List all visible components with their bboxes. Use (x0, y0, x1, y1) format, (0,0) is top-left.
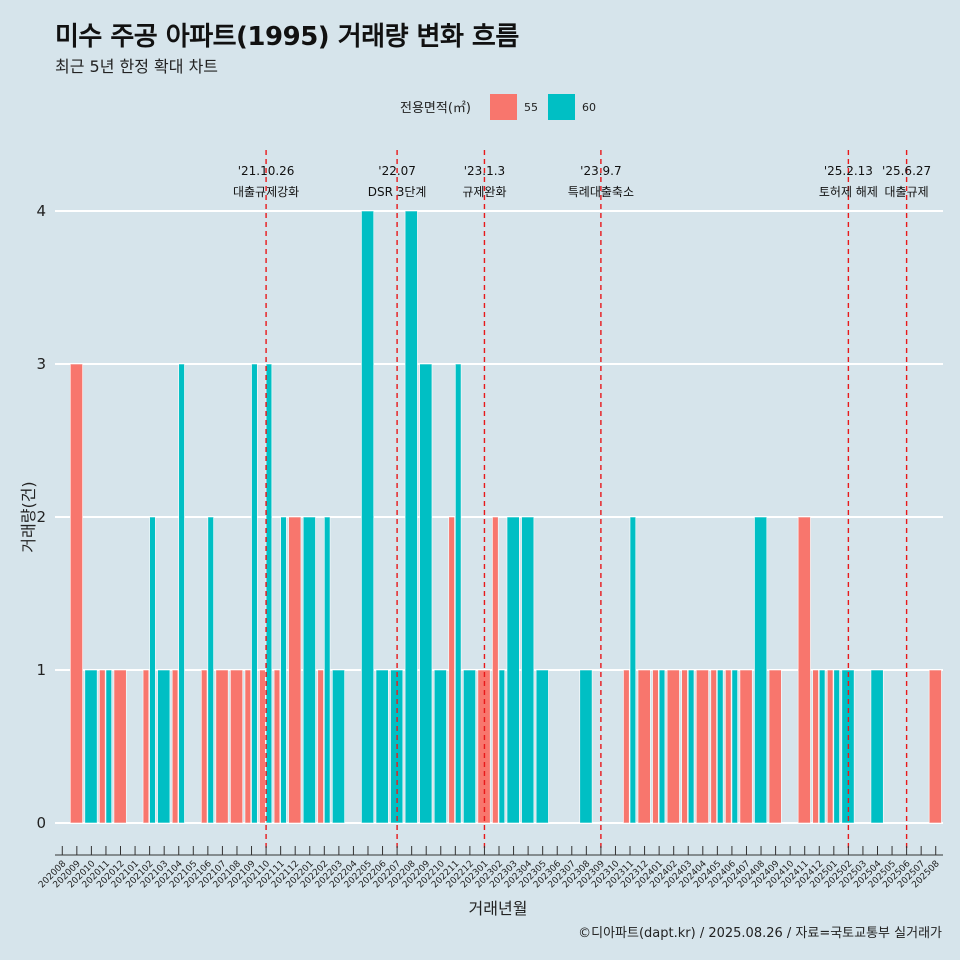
bar-60-202304 (521, 516, 535, 824)
chart-title: 미수 주공 아파트(1995) 거래량 변화 흐름 (55, 22, 519, 52)
bar-55-202009 (69, 363, 83, 824)
bar-55-202405 (710, 669, 717, 824)
event-label: 대출규제강화 (233, 185, 299, 199)
bar-60-202412 (818, 669, 826, 824)
legend-label-55: 55 (524, 101, 538, 114)
bar-60-202203 (332, 669, 345, 824)
bar-60-202111 (280, 516, 287, 824)
bar-60-202209 (419, 363, 433, 824)
legend-title: 전용면적(㎡) (400, 101, 471, 116)
bar-55-202407 (739, 669, 753, 824)
bar-60-202504 (870, 669, 884, 824)
bar-55-202409 (768, 669, 782, 824)
bar-55-202311 (623, 669, 630, 824)
x-axis-title: 거래년월 (469, 899, 528, 918)
y-tick-label: 0 (36, 814, 46, 832)
event-date: '23.1.3 (464, 164, 505, 178)
event-label: DSR 3단계 (368, 185, 427, 199)
bar-60-202202 (324, 516, 331, 824)
bar-55-202106 (201, 669, 208, 824)
bar-55-202108 (230, 669, 244, 824)
bar-55-202403 (681, 669, 688, 824)
legend-swatch-60 (548, 94, 575, 120)
event-date: '22.07 (378, 164, 416, 178)
bar-60-202501 (833, 669, 840, 824)
bar-55-202012 (113, 669, 127, 824)
event-annotations: '21.10.26 대출규제강화 '22.07 DSR 3단계 '23.1.3 규제완화 '… (233, 164, 931, 199)
y-tick-label: 1 (36, 661, 46, 679)
bar-55-202302 (492, 516, 499, 824)
bar-55-202104 (171, 669, 179, 824)
bar-60-202403 (687, 669, 695, 824)
bar-60-202104 (178, 363, 185, 824)
event-label: 토허제 해제 (819, 185, 878, 199)
y-tick-label: 3 (36, 355, 46, 373)
bar-60-202401 (658, 669, 666, 824)
y-axis: 0 1 2 3 4 (36, 202, 46, 832)
bar-60-202405 (717, 669, 724, 824)
y-axis-title: 거래량(건) (19, 481, 38, 552)
event-label: 특례대출축소 (568, 185, 634, 199)
bar-60-202102 (149, 516, 156, 824)
bar-55-202508 (928, 669, 942, 824)
y-tick-label: 2 (36, 508, 46, 526)
event-label: 대출규제 (885, 185, 929, 199)
bar-55-202011 (99, 669, 106, 824)
bar-60-202305 (535, 669, 549, 824)
event-date: '25.2.13 (824, 164, 873, 178)
bar-55-202406 (725, 669, 732, 824)
bar-55-202109 (244, 669, 252, 824)
bar-60-202011 (105, 669, 113, 824)
bar-55-202112 (288, 516, 302, 824)
legend: 전용면적(㎡) 55 60 (400, 94, 596, 120)
event-date: '25.6.27 (882, 164, 931, 178)
bar-60-202311 (629, 516, 637, 824)
bar-55-202501 (826, 669, 834, 824)
bar-60-202211 (455, 363, 462, 824)
bar-60-202208 (404, 210, 418, 824)
source-caption: ©디아파트(dapt.kr) / 2025.08.26 / 자료=국토교통부 실… (578, 926, 942, 941)
bar-55-202401 (652, 669, 659, 824)
legend-swatch-55 (490, 94, 517, 120)
bar-60-202103 (157, 669, 171, 824)
bar-60-202302 (498, 669, 506, 824)
chart-subtitle: 최근 5년 한정 확대 차트 (55, 57, 219, 76)
bar-60-202109 (251, 363, 258, 824)
bar-55-202412 (812, 669, 819, 824)
bar-55-202402 (666, 669, 680, 824)
bar-55-202111 (273, 669, 281, 824)
bar-60-202106 (207, 516, 214, 824)
bars (69, 210, 942, 824)
bar-55-202107 (215, 669, 229, 824)
bar-60-202210 (433, 669, 447, 824)
bar-60-202212 (463, 669, 476, 824)
event-date: '23.9.7 (580, 164, 621, 178)
bar-60-202303 (506, 516, 520, 824)
bar-55-202202 (317, 669, 324, 824)
bar-55-202312 (637, 669, 651, 824)
bar-55-202102 (142, 669, 150, 824)
bar-60-202205 (361, 210, 375, 824)
event-label: 규제완화 (462, 185, 506, 199)
bar-60-202406 (731, 669, 738, 824)
bar-60-202110 (265, 363, 273, 824)
bar-60-202308 (579, 669, 593, 824)
event-date: '21.10.26 (238, 164, 295, 178)
bar-55-202411 (797, 516, 811, 824)
legend-label-60: 60 (582, 101, 596, 114)
y-tick-label: 4 (36, 202, 46, 220)
bar-55-202404 (695, 669, 709, 824)
bar-55-202110 (259, 669, 266, 824)
bar-60-202010 (84, 669, 98, 824)
bar-60-202206 (375, 669, 389, 824)
x-axis: 2020082020092020102020112020122021012021… (37, 846, 943, 890)
bar-60-202408 (754, 516, 768, 824)
bar-60-202201 (302, 516, 316, 824)
bar-55-202211 (448, 516, 455, 824)
